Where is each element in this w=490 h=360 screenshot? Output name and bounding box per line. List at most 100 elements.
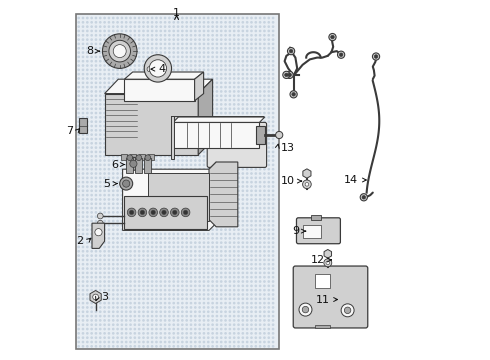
Circle shape: [238, 112, 239, 114]
Circle shape: [199, 225, 200, 226]
Circle shape: [165, 65, 166, 66]
Circle shape: [113, 181, 114, 183]
Circle shape: [212, 216, 213, 217]
Circle shape: [264, 168, 265, 170]
Circle shape: [246, 151, 248, 153]
Circle shape: [242, 307, 244, 308]
Circle shape: [104, 238, 105, 239]
Circle shape: [143, 337, 144, 338]
Circle shape: [121, 268, 122, 269]
Circle shape: [229, 229, 230, 230]
Circle shape: [169, 229, 170, 230]
Circle shape: [87, 151, 88, 153]
Circle shape: [125, 86, 127, 88]
Circle shape: [264, 143, 265, 144]
Circle shape: [234, 285, 235, 287]
Circle shape: [156, 164, 157, 166]
Circle shape: [130, 307, 131, 308]
Circle shape: [78, 22, 79, 23]
Circle shape: [143, 238, 144, 239]
Circle shape: [212, 43, 213, 45]
Circle shape: [108, 173, 110, 174]
Circle shape: [255, 264, 256, 265]
Circle shape: [203, 95, 205, 96]
Circle shape: [130, 99, 131, 101]
Circle shape: [229, 156, 230, 157]
Circle shape: [268, 177, 270, 179]
Circle shape: [208, 311, 209, 312]
Circle shape: [190, 229, 192, 230]
Circle shape: [165, 173, 166, 174]
Polygon shape: [122, 162, 216, 230]
Circle shape: [203, 17, 205, 19]
Circle shape: [186, 203, 187, 204]
Circle shape: [151, 39, 153, 40]
Circle shape: [117, 302, 118, 304]
Circle shape: [177, 186, 179, 187]
Circle shape: [251, 289, 252, 291]
Circle shape: [125, 276, 127, 278]
Circle shape: [125, 48, 127, 49]
Circle shape: [260, 30, 261, 32]
Circle shape: [91, 242, 92, 243]
Circle shape: [220, 216, 222, 217]
Circle shape: [220, 125, 222, 127]
Circle shape: [169, 173, 170, 174]
Circle shape: [104, 121, 105, 122]
Circle shape: [130, 298, 131, 300]
Circle shape: [190, 91, 192, 92]
Circle shape: [199, 251, 200, 252]
Circle shape: [108, 337, 110, 338]
Circle shape: [208, 307, 209, 308]
Circle shape: [160, 17, 161, 19]
Circle shape: [130, 95, 131, 96]
Circle shape: [212, 160, 213, 161]
Circle shape: [125, 112, 127, 114]
Circle shape: [125, 65, 127, 66]
Circle shape: [212, 60, 213, 62]
Circle shape: [199, 86, 200, 88]
Circle shape: [91, 341, 92, 343]
Circle shape: [229, 56, 230, 58]
Circle shape: [212, 272, 213, 274]
Circle shape: [208, 320, 209, 321]
Circle shape: [238, 104, 239, 105]
Circle shape: [242, 298, 244, 300]
Circle shape: [182, 272, 183, 274]
Circle shape: [113, 43, 114, 45]
Circle shape: [82, 130, 84, 131]
Circle shape: [234, 255, 235, 256]
Circle shape: [190, 73, 192, 75]
Circle shape: [264, 138, 265, 140]
Circle shape: [151, 328, 153, 330]
Circle shape: [134, 328, 136, 330]
Circle shape: [78, 289, 79, 291]
Circle shape: [212, 56, 213, 58]
Circle shape: [121, 78, 122, 79]
Circle shape: [246, 251, 248, 252]
Circle shape: [121, 121, 122, 122]
Circle shape: [264, 134, 265, 135]
Circle shape: [156, 78, 157, 79]
Circle shape: [238, 147, 239, 148]
Circle shape: [242, 233, 244, 235]
Circle shape: [238, 17, 239, 19]
Circle shape: [260, 121, 261, 122]
Circle shape: [165, 242, 166, 243]
Circle shape: [104, 285, 105, 287]
Circle shape: [165, 125, 166, 127]
Circle shape: [160, 22, 161, 23]
Circle shape: [255, 276, 256, 278]
Circle shape: [113, 45, 126, 58]
Circle shape: [139, 302, 140, 304]
Circle shape: [246, 212, 248, 213]
Circle shape: [251, 30, 252, 32]
Circle shape: [220, 203, 222, 204]
Circle shape: [147, 177, 148, 179]
Circle shape: [104, 56, 105, 58]
Circle shape: [113, 99, 114, 101]
Circle shape: [82, 302, 84, 304]
Circle shape: [121, 251, 122, 252]
Circle shape: [225, 112, 226, 114]
Circle shape: [234, 203, 235, 204]
